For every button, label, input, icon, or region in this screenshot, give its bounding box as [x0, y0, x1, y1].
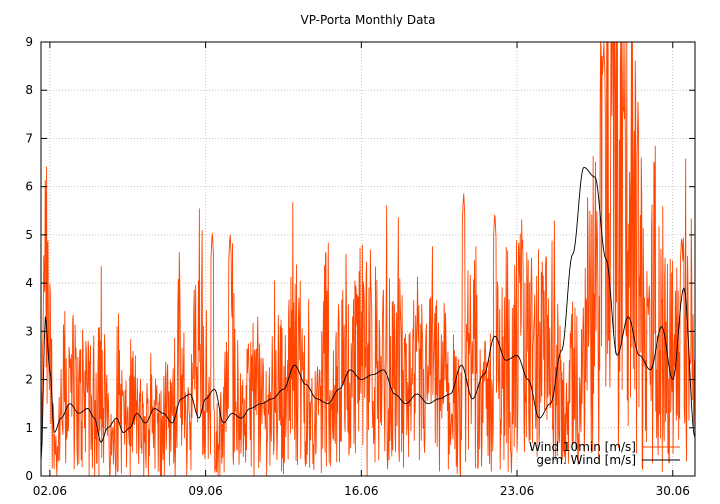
y-tick-label: 8	[25, 83, 33, 97]
legend-label: Wind 10min [m/s]	[529, 440, 636, 454]
series-line-0	[40, 41, 696, 477]
legend: Wind 10min [m/s]gem. Wind [m/s]	[529, 440, 680, 467]
chart-title: VP-Porta Monthly Data	[301, 13, 436, 27]
x-tick-label: 09.06	[188, 484, 222, 498]
y-tick-label: 9	[25, 35, 33, 49]
x-tick-label: 30.06	[656, 484, 690, 498]
axes: 0 1 2 3 4 5 6 7 8 9 02.06 09.06 16.06 23.06 30.06	[25, 35, 695, 498]
x-tick-label: 16.06	[344, 484, 378, 498]
y-tick-label: 0	[25, 469, 33, 483]
series-layer	[40, 41, 696, 477]
legend-label: gem. Wind [m/s]	[536, 453, 636, 467]
plot-frame	[40, 41, 696, 477]
y-tick-label: 1	[25, 421, 33, 435]
x-tick-label: 23.06	[500, 484, 534, 498]
series-line-1	[40, 166, 696, 462]
y-tick-label: 2	[25, 373, 33, 387]
y-tick-label: 3	[25, 324, 33, 338]
x-tick-label: 02.06	[33, 484, 67, 498]
y-tick-label: 5	[25, 228, 33, 242]
y-tick-label: 4	[25, 276, 33, 290]
y-tick-label: 6	[25, 180, 33, 194]
y-tick-label: 7	[25, 131, 33, 145]
